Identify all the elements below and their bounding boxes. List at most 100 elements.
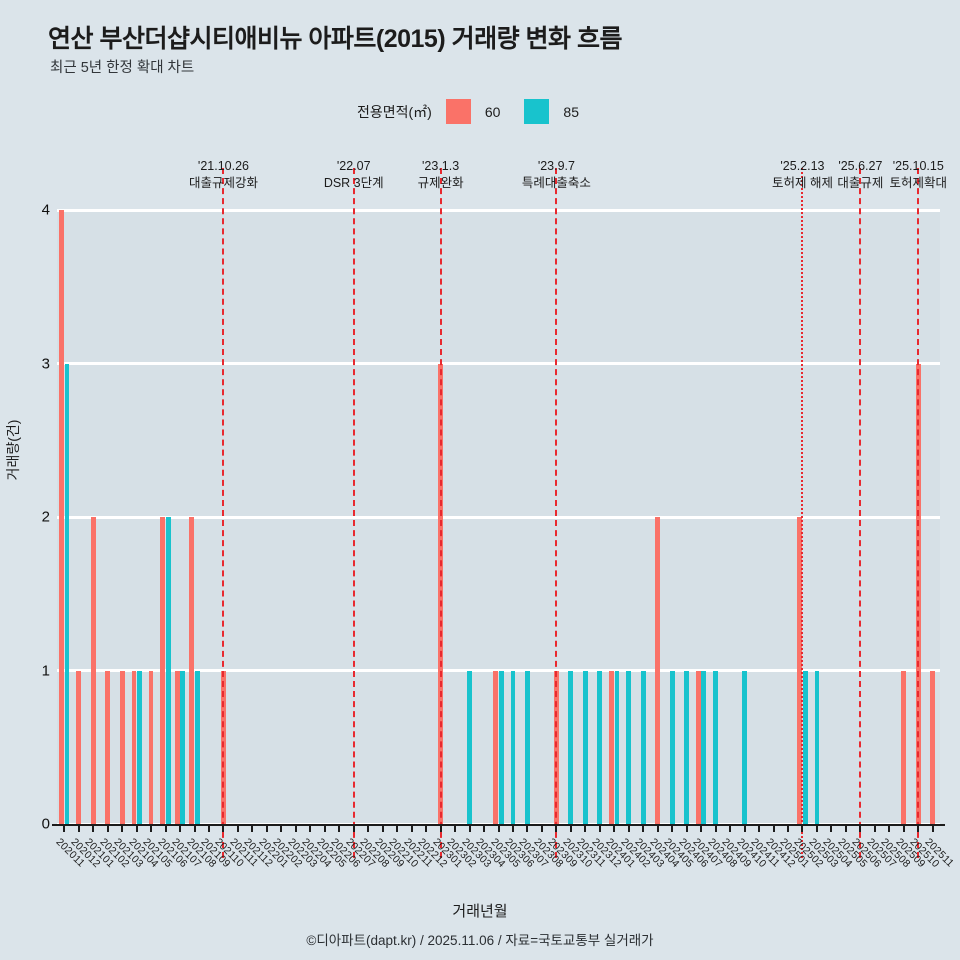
event-line-202301 (439, 168, 442, 858)
x-tick-202011 (63, 824, 66, 832)
event-line-202110 (222, 168, 225, 858)
legend-title: 전용면적(㎡) (356, 103, 432, 120)
event-line-202309 (555, 168, 558, 858)
x-tick-202108 (193, 824, 196, 832)
event-name-202110: 대출규제강화 (188, 176, 258, 190)
event-name-202506: 대출규제 (837, 176, 884, 190)
x-tick-202304 (483, 824, 486, 832)
bar-202012-60[interactable] (76, 670, 82, 824)
x-tick-202104 (135, 824, 138, 832)
legend: 전용면적(㎡) 60 85 (0, 99, 960, 124)
x-tick-202205 (323, 824, 326, 832)
x-tick-202103 (121, 824, 124, 832)
legend-swatch-85 (524, 99, 550, 124)
x-tick-202306 (511, 824, 514, 832)
bar-202107-60[interactable] (174, 670, 180, 824)
event-date-202510: '25.10.15 (892, 159, 944, 173)
x-tick-202410 (743, 824, 746, 832)
bar-202102-60[interactable] (105, 670, 111, 824)
x-tick-202302 (454, 824, 457, 832)
bar-202410-85[interactable] (742, 670, 747, 824)
event-date-202502: '25.2.13 (780, 159, 825, 173)
x-tick-202106 (164, 824, 167, 832)
x-tick-202510 (917, 824, 920, 832)
bar-202104-85[interactable] (136, 670, 142, 824)
bar-202106-60[interactable] (160, 517, 166, 824)
bar-202011-60[interactable] (59, 210, 64, 824)
bar-202405-85[interactable] (669, 670, 675, 824)
bar-202404-60[interactable] (655, 517, 661, 824)
x-tick-202411 (758, 824, 761, 832)
bar-202401-85[interactable] (614, 670, 620, 824)
x-tick-202503 (815, 824, 818, 832)
x-tick-202212 (425, 824, 428, 832)
bar-202011-85[interactable] (64, 363, 70, 824)
gridline-4 (57, 208, 940, 212)
x-tick-202508 (888, 824, 891, 832)
bar-202311-85[interactable] (582, 670, 588, 824)
y-axis-tick-labels: 0 1 2 3 4 (8, 202, 50, 833)
y-tick-label-2: 2 (41, 508, 50, 526)
x-tick-202110 (222, 824, 225, 832)
bar-202303-85[interactable] (467, 670, 472, 824)
x-tick-202301 (439, 824, 442, 832)
bar-202511-60[interactable] (930, 670, 936, 824)
footer-credit: ©디아파트(dapt.kr) / 2025.11.06 / 자료=국토교통부 실… (306, 933, 654, 948)
bar-202108-85[interactable] (194, 670, 200, 824)
x-tick-202209 (381, 824, 384, 832)
bar-202312-85[interactable] (597, 670, 603, 824)
bar-202502-60[interactable] (797, 517, 803, 824)
bar-202103-60[interactable] (119, 670, 125, 824)
x-tick-202405 (671, 824, 674, 832)
x-tick-202308 (540, 824, 543, 832)
y-tick-label-3: 3 (41, 355, 50, 372)
legend-swatch-60 (445, 99, 471, 124)
x-tick-202101 (92, 824, 95, 832)
bar-202107-85[interactable] (180, 670, 186, 824)
bar-202306-85[interactable] (510, 670, 516, 824)
x-tick-202305 (497, 824, 500, 832)
x-tick-202506 (859, 824, 862, 832)
x-tick-202207 (352, 824, 355, 832)
event-date-202506: '25.6.27 (838, 159, 883, 173)
bar-202407-60[interactable] (696, 670, 701, 824)
bar-202407-85[interactable] (701, 670, 707, 824)
x-tick-202402 (627, 824, 630, 832)
event-label-202506: '25.6.27 대출규제 (837, 158, 883, 192)
event-label-202502: '25.2.13 토허제 해제 (772, 158, 833, 192)
x-tick-202412 (772, 824, 775, 832)
gridline-3 (57, 362, 940, 365)
bar-202310-85[interactable] (568, 670, 574, 824)
bar-202104-60[interactable] (131, 670, 137, 824)
event-label-202309: '23.9.7 특례대출축소 (522, 158, 591, 192)
bar-202509-60[interactable] (901, 670, 907, 824)
bar-202401-60[interactable] (609, 670, 614, 824)
bar-202305-60[interactable] (493, 670, 499, 824)
legend-item-60[interactable]: 60 (445, 99, 501, 124)
legend-item-85[interactable]: 85 (524, 99, 579, 124)
bar-202406-85[interactable] (684, 670, 690, 824)
event-date-202110: '21.10.26 (197, 159, 249, 173)
bar-202105-60[interactable] (148, 670, 154, 824)
event-line-202502 (801, 168, 804, 858)
x-tick-202309 (555, 824, 558, 832)
x-tick-202312 (598, 824, 601, 832)
bar-202503-85[interactable] (814, 670, 820, 824)
x-tick-202204 (309, 824, 312, 832)
x-tick-202105 (150, 824, 153, 832)
bar-202403-85[interactable] (640, 670, 646, 824)
x-tick-202502 (801, 824, 804, 832)
bar-202408-85[interactable] (713, 670, 718, 824)
bar-202502-85[interactable] (802, 670, 808, 824)
bar-202108-60[interactable] (189, 517, 195, 824)
legend-label-60: 60 (484, 103, 501, 120)
bar-202402-85[interactable] (626, 670, 632, 824)
bar-202307-85[interactable] (525, 670, 530, 824)
x-tick-202505 (844, 824, 847, 832)
bar-202305-85[interactable] (498, 670, 504, 824)
event-line-202506 (859, 168, 862, 858)
bar-202101-60[interactable] (90, 517, 96, 824)
x-tick-202403 (642, 824, 645, 832)
bar-202106-85[interactable] (165, 517, 171, 824)
